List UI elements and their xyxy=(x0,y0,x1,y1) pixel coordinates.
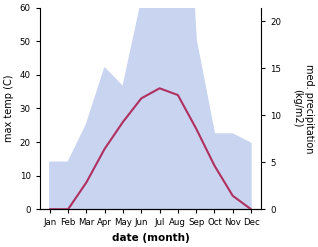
X-axis label: date (month): date (month) xyxy=(112,233,189,243)
Y-axis label: med. precipitation
(kg/m2): med. precipitation (kg/m2) xyxy=(292,64,314,153)
Y-axis label: max temp (C): max temp (C) xyxy=(4,75,14,142)
